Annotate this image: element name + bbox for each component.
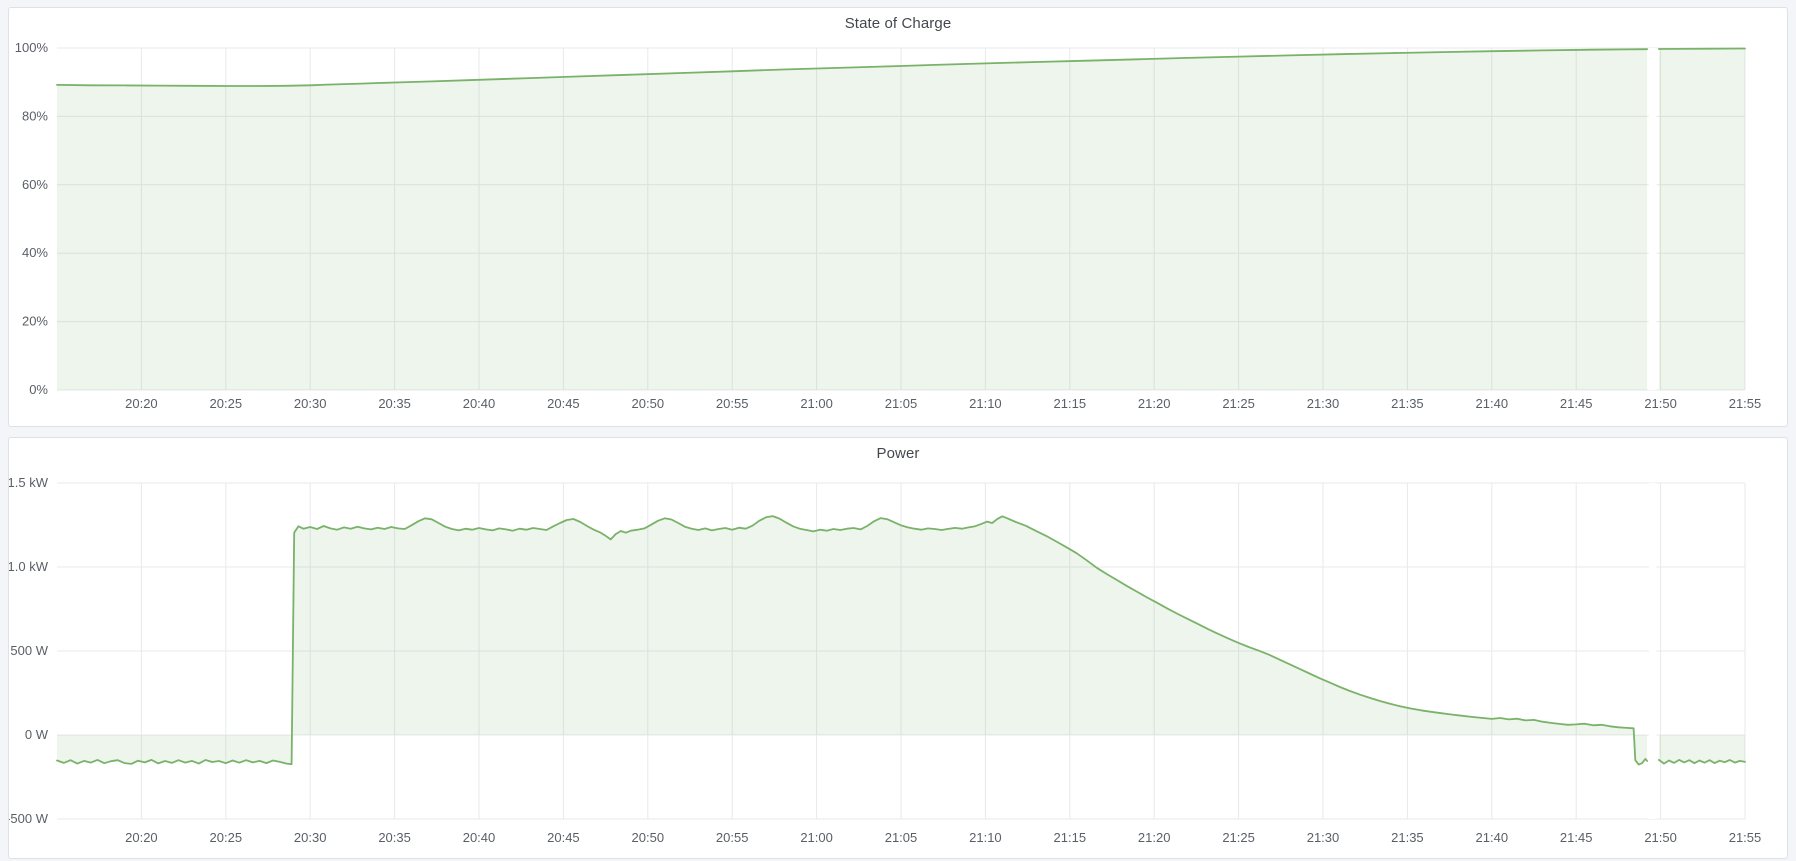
x-tick-label: 21:20 — [1138, 396, 1171, 411]
x-tick-label: 21:25 — [1222, 396, 1255, 411]
x-tick-label: 20:45 — [547, 396, 580, 411]
x-tick-label: 21:25 — [1222, 830, 1255, 845]
x-tick-label: 21:00 — [800, 830, 833, 845]
power-chart[interactable]: -500 W 0 W 500 W 1.0 kW 1.5 kW 20:20 20:25 20:3… — [9, 438, 1787, 856]
x-tick-label: 21:35 — [1391, 830, 1424, 845]
power-panel-title: Power — [876, 445, 920, 462]
x-tick-label: 21:50 — [1644, 396, 1677, 411]
x-tick-label: 20:55 — [716, 830, 749, 845]
series-line — [56, 515, 1648, 766]
x-tick-label: 20:45 — [547, 830, 580, 845]
x-tick-label: 21:00 — [800, 396, 833, 411]
state-of-charge-panel-title: State of Charge — [844, 15, 952, 32]
series-area-fill — [1658, 48, 1745, 390]
x-tick-label: 21:10 — [969, 396, 1002, 411]
x-tick-label: 20:50 — [632, 830, 665, 845]
x-tick-label: 20:55 — [716, 396, 749, 411]
x-tick-label: 21:35 — [1391, 396, 1424, 411]
x-tick-label: 21:20 — [1138, 830, 1171, 845]
x-tick-label: 21:55 — [1729, 396, 1762, 411]
series-line — [1658, 759, 1746, 765]
x-tick-label: 21:40 — [1476, 396, 1509, 411]
x-tick-label: 21:05 — [885, 830, 918, 845]
x-tick-label: 20:25 — [210, 396, 243, 411]
y-tick-label: 0% — [29, 382, 48, 397]
x-tick-label: 21:50 — [1644, 830, 1677, 845]
x-tick-label: 20:20 — [125, 830, 158, 845]
y-tick-label: 0 W — [25, 727, 49, 742]
series-area-fill — [57, 49, 1648, 390]
x-tick-label: 21:55 — [1729, 830, 1762, 845]
x-tick-label: 20:30 — [294, 396, 327, 411]
y-tick-label: 20% — [22, 314, 48, 329]
state-of-charge-chart[interactable]: 0% 20% 40% 60% 80% 100% 20:20 20:25 20:30 20:35 20… — [9, 8, 1787, 424]
y-tick-label: 500 W — [10, 643, 48, 658]
x-tick-label: 20:50 — [632, 396, 665, 411]
x-tick-label: 20:30 — [294, 830, 327, 845]
x-tick-label: 21:40 — [1476, 830, 1509, 845]
x-tick-label: 21:45 — [1560, 830, 1593, 845]
x-tick-label: 20:20 — [125, 396, 158, 411]
y-tick-label: -500 W — [9, 811, 49, 826]
x-tick-label: 21:30 — [1307, 830, 1340, 845]
x-tick-label: 21:30 — [1307, 396, 1340, 411]
y-tick-label: 40% — [22, 245, 48, 260]
series-area-fill — [1658, 735, 1745, 764]
y-tick-label: 1.5 kW — [9, 475, 49, 490]
series-line — [1658, 47, 1746, 50]
x-tick-label: 20:35 — [378, 830, 411, 845]
x-tick-label: 20:25 — [210, 830, 243, 845]
x-tick-label: 21:10 — [969, 830, 1002, 845]
x-tick-label: 21:45 — [1560, 396, 1593, 411]
x-tick-label: 21:05 — [885, 396, 918, 411]
y-tick-label: 100% — [15, 40, 49, 55]
x-tick-label: 21:15 — [1054, 830, 1087, 845]
x-tick-label: 20:40 — [463, 396, 496, 411]
series-area-fill — [57, 516, 1648, 765]
state-of-charge-panel: State of Charge 0% 20% 40% 60% 80% 100% 20:20 2… — [8, 7, 1788, 427]
y-tick-label: 80% — [22, 108, 48, 123]
y-tick-label: 60% — [22, 177, 48, 192]
y-tick-label: 1.0 kW — [9, 559, 49, 574]
x-tick-label: 20:35 — [378, 396, 411, 411]
power-panel: Power -500 W 0 W 500 W 1.0 kW 1.5 kW 20:20 20:… — [8, 437, 1788, 859]
series-line — [56, 48, 1648, 87]
x-tick-label: 21:15 — [1054, 396, 1087, 411]
x-tick-label: 20:40 — [463, 830, 496, 845]
